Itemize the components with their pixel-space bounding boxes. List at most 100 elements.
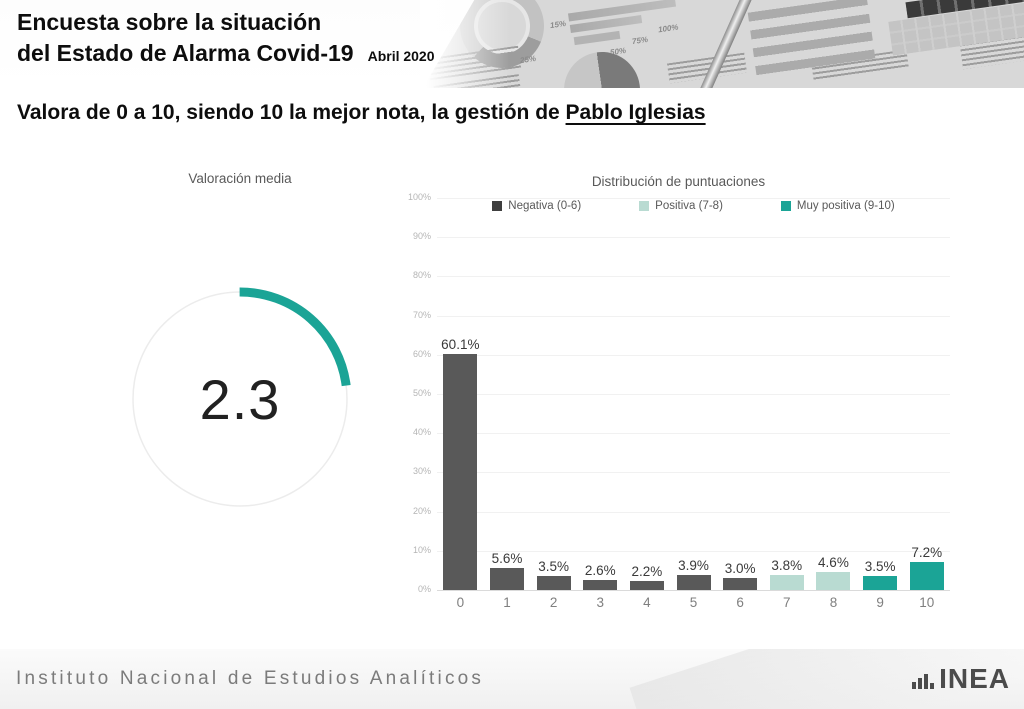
bar-slot: 3.9% [670,558,717,590]
x-axis-label: 0 [456,595,465,610]
y-axis-tick: 40% [412,427,431,438]
bar [536,576,571,590]
page-title-line2-text: del Estado de Alarma Covid-19 [17,40,354,66]
inea-logo: INEA [912,665,1010,693]
gauge-title: Valoración media [188,171,292,186]
footer: Instituto Nacional de Estudios Analítico… [0,649,1024,709]
bar-slot: 4.6% [810,555,857,590]
bar-slot: 3.5% [857,559,904,590]
gridline [437,354,950,356]
gauge-progress-arc [128,287,352,511]
question-heading: Valora de 0 a 10, siendo 10 la mejor not… [17,101,706,125]
x-axis-label: 3 [596,595,604,610]
legend-label: Muy positiva (9-10) [796,200,895,212]
bar [816,572,851,590]
y-axis-tick: 60% [412,348,431,359]
bar-value-label: 2.6% [584,562,616,578]
page-title-line1: Encuesta sobre la situación [17,9,322,35]
gauge-svg [128,287,352,511]
bar [583,579,618,590]
bar-value-label: 2.2% [631,564,663,580]
legend-item: Muy positiva (9-10) [780,200,895,212]
legend-item: Positiva (7-8) [639,200,723,212]
gridline [437,198,950,199]
gridline [437,433,950,435]
average-score-panel: Valoración media 2.3 [126,171,354,513]
bar [489,568,524,590]
x-axis-label: 4 [643,595,651,610]
page-title-line2: del Estado de Alarma Covid-19 Abril 2020 [17,38,435,72]
x-axis-label: 7 [783,595,791,610]
gridline [437,590,950,591]
y-axis-tick: 0% [417,584,431,594]
y-axis-tick: 70% [412,309,431,320]
distribution-chart-panel: Distribución de puntuaciones Negativa (0… [402,174,955,610]
bar-series: 60.1% 5.6% 3.5% 2.6% 2.2% 3.9% 3.0% 3.8% 4.6% 3.5… [437,198,950,590]
x-axis-label: 10 [919,595,935,610]
bar-value-label: 5.6% [491,551,523,566]
bar-value-label: 3.8% [771,558,803,574]
bar-slot: 60.1% [437,337,484,590]
gridline [437,315,950,317]
header-photo-collage: 50% 15% 25% 75% 100% 50% [420,0,1024,88]
y-axis-tick: 10% [412,544,431,555]
page-title: Encuesta sobre la situación del Estado d… [17,7,435,72]
organization-name: Instituto Nacional de Estudios Analítico… [16,668,485,689]
x-axis-label: 9 [876,595,884,610]
header: 50% 15% 25% 75% 100% 50% [0,0,1024,88]
x-axis-label: 1 [503,595,511,610]
y-axis-tick: 50% [412,388,431,398]
legend-label: Positiva (7-8) [655,200,723,212]
bar [443,354,478,590]
gridline [437,237,950,239]
survey-date: Abril 2020 [367,48,435,64]
bar [863,576,898,590]
y-axis-tick: 30% [412,466,431,477]
bar-chart-plot: Negativa (0-6) Positiva (7-8) Muy positiva… [408,192,950,594]
bar [629,581,664,590]
bar-slot: 5.6% [484,551,531,590]
gridline [437,394,950,395]
photo-fade [420,0,1024,88]
x-axis-label: 8 [829,595,838,610]
gridline [437,472,950,474]
bar-slot: 2.2% [624,564,671,590]
bar-value-label: 4.6% [818,555,849,570]
bar-chart-icon [912,674,935,693]
x-axis-label: 2 [549,595,558,610]
legend-label: Negativa (0-6) [508,200,582,212]
bar-value-label: 3.5% [864,559,896,575]
question-text: Valora de 0 a 10, siendo 10 la mejor not… [17,101,566,124]
legend-item: Negativa (0-6) [492,200,581,212]
legend-swatch [639,201,650,211]
question-subject: Pablo Iglesias [565,101,706,124]
gridline [437,511,950,513]
gridline [437,550,950,552]
average-score-value: 2.3 [199,367,281,431]
gridline [437,276,950,278]
bar-value-label: 3.9% [678,557,709,573]
bar-value-label: 3.5% [538,559,569,575]
y-axis-tick: 20% [412,505,431,516]
legend-swatch [780,201,791,211]
y-axis-tick: 80% [412,270,431,281]
x-axis-label: 5 [689,595,698,610]
bar-slot: 3.5% [530,559,577,590]
chart-legend: Negativa (0-6) Positiva (7-8) Muy positiva… [437,200,950,212]
bar-value-label: 7.2% [911,544,943,560]
y-axis-tick: 100% [407,192,431,202]
bar-value-label: 60.1% [441,337,480,353]
bar-value-label: 3.0% [724,561,756,577]
bar-slot: 3.0% [717,561,764,590]
bar-slot: 7.2% [903,545,950,590]
x-axis-label: 6 [736,595,744,610]
y-axis-tick: 90% [412,231,431,242]
bar [769,575,804,590]
logo-text: INEA [939,663,1010,694]
bar [909,561,944,590]
chart-title: Distribución de puntuaciones [591,174,766,189]
bar [723,578,758,590]
bar-slot: 2.6% [577,563,624,590]
legend-swatch [492,201,503,211]
